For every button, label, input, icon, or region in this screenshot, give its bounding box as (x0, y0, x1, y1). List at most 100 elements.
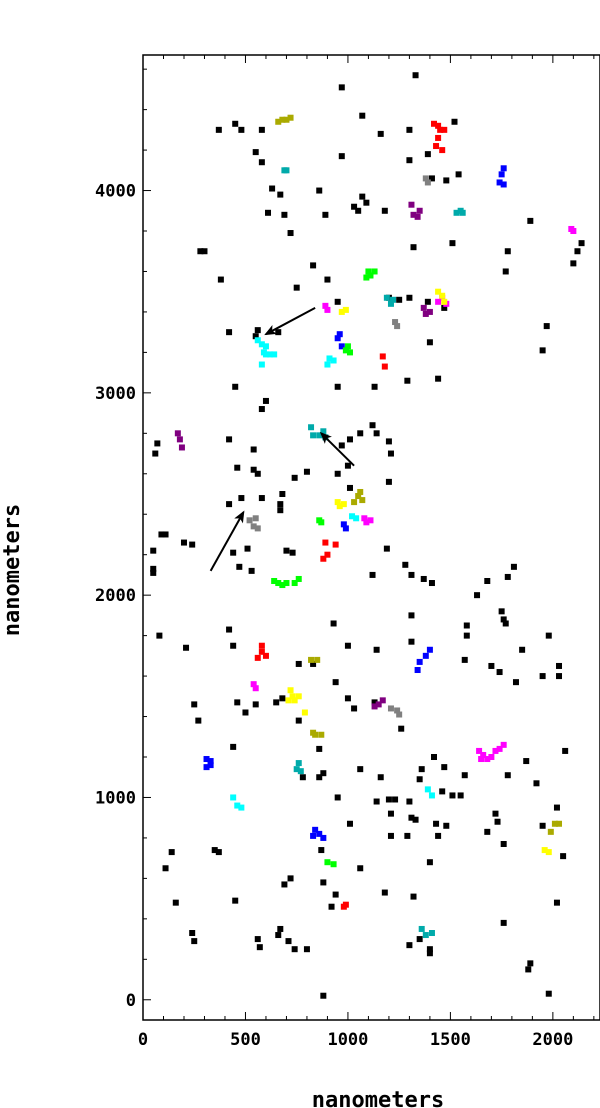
data-point (459, 209, 466, 216)
data-point (355, 207, 362, 214)
data-point (449, 240, 456, 247)
data-point (496, 179, 503, 186)
data-point (383, 294, 390, 301)
data-point (226, 626, 233, 633)
data-point (484, 828, 491, 835)
data-point (422, 652, 429, 659)
data-point (410, 211, 417, 218)
data-point (342, 347, 349, 354)
data-point (295, 575, 302, 582)
data-point (258, 361, 265, 368)
data-point (379, 353, 386, 360)
data-point (457, 792, 464, 799)
data-point (250, 523, 257, 530)
annotation-arrows (209, 307, 355, 572)
data-point (207, 762, 214, 769)
data-point (201, 248, 208, 255)
data-point (154, 440, 161, 447)
data-point (435, 298, 442, 305)
data-point (283, 580, 290, 587)
data-point (279, 116, 286, 123)
data-point (203, 764, 210, 771)
data-point (504, 248, 511, 255)
data-point (254, 470, 261, 477)
data-point (254, 936, 261, 943)
data-point (441, 126, 448, 133)
data-point (256, 944, 263, 951)
data-point (275, 329, 282, 336)
y-tick-label: 4000 (95, 182, 136, 202)
data-point (500, 181, 507, 188)
data-point (392, 319, 399, 326)
data-point (287, 687, 294, 694)
data-point (449, 792, 456, 799)
data-point (178, 444, 185, 451)
data-point (340, 521, 347, 528)
data-point (392, 796, 399, 803)
data-point (394, 707, 401, 714)
data-point (373, 798, 380, 805)
data-point (424, 786, 431, 793)
data-point (293, 766, 300, 773)
data-point (262, 351, 269, 358)
data-point (191, 701, 198, 708)
data-point (428, 792, 435, 799)
data-point (232, 897, 239, 904)
data-point (357, 766, 364, 773)
data-point (539, 822, 546, 829)
data-point (271, 351, 278, 358)
data-point (439, 788, 446, 795)
data-point (234, 464, 241, 471)
data-point (385, 478, 392, 485)
data-point (248, 567, 255, 574)
data-point (556, 820, 563, 827)
data-point (502, 620, 509, 627)
data-point (252, 149, 259, 156)
data-point (435, 375, 442, 382)
data-point (381, 889, 388, 896)
data-point (463, 632, 470, 639)
data-point (291, 474, 298, 481)
data-point (539, 673, 546, 680)
data-point (226, 501, 233, 508)
data-point (176, 436, 183, 443)
data-point (562, 747, 569, 754)
data-point (371, 699, 378, 706)
axis-ticks (142, 55, 595, 1020)
data-point (492, 747, 499, 754)
data-point (318, 731, 325, 738)
data-point (359, 193, 366, 200)
data-points (150, 72, 585, 999)
data-point (226, 329, 233, 336)
data-point (338, 84, 345, 91)
data-point (246, 517, 253, 524)
data-point (211, 847, 218, 854)
data-point (334, 499, 341, 506)
data-point (406, 126, 413, 133)
data-point (324, 276, 331, 283)
data-point (455, 171, 462, 178)
data-point (254, 337, 261, 344)
annotation-arrow (209, 510, 245, 572)
data-point (498, 171, 505, 178)
data-point (461, 656, 468, 663)
data-point (494, 818, 501, 825)
data-point (254, 654, 261, 661)
data-point (410, 893, 417, 900)
data-point (150, 547, 157, 554)
data-point (320, 879, 327, 886)
data-point (474, 592, 481, 599)
data-point (426, 308, 433, 315)
data-point (277, 191, 284, 198)
data-point (525, 966, 532, 973)
data-point (408, 638, 415, 645)
data-point (461, 772, 468, 779)
data-point (441, 298, 448, 305)
data-point (168, 849, 175, 856)
data-point (406, 942, 413, 949)
data-point (363, 519, 370, 526)
data-point (287, 875, 294, 882)
data-point (426, 339, 433, 346)
data-point (408, 571, 415, 578)
data-point (560, 853, 567, 860)
